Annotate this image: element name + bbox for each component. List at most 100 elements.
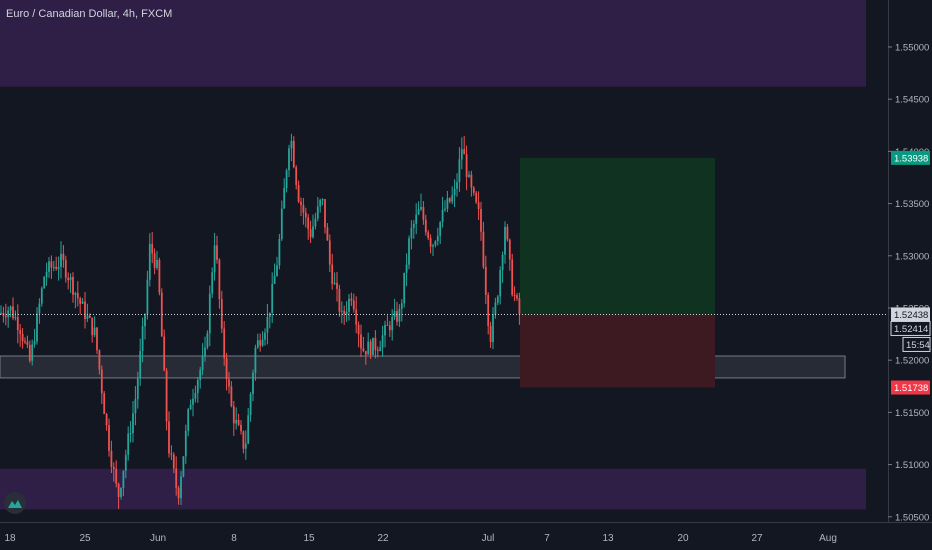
candle-body (388, 325, 391, 331)
candle (429, 234, 432, 254)
candle (458, 147, 461, 192)
candle (271, 272, 274, 323)
candle (484, 255, 487, 305)
candle (132, 400, 134, 443)
x-tick-label: 22 (377, 533, 389, 544)
candle (427, 230, 430, 241)
candle (470, 170, 473, 197)
candle (307, 214, 310, 240)
candle-body (434, 241, 437, 246)
candle-body (19, 330, 22, 334)
candle (129, 420, 132, 443)
candle (204, 336, 206, 362)
candle (19, 324, 22, 347)
candle (316, 197, 319, 222)
candle (182, 456, 185, 478)
candle-body (374, 337, 377, 350)
candle-body (396, 311, 398, 322)
candle-body (218, 259, 221, 300)
candle-body (165, 370, 168, 422)
mountain-icon (8, 500, 22, 508)
candle (338, 284, 341, 317)
candle-body (88, 315, 91, 318)
candle-body (43, 277, 46, 289)
candle (180, 471, 182, 506)
candle (9, 305, 12, 318)
y-tick-label: 1.50500 (895, 512, 929, 523)
candle-body (398, 308, 401, 322)
candle (91, 317, 94, 343)
zones-layer (0, 0, 866, 510)
candle (403, 272, 406, 308)
candle (244, 430, 247, 460)
candle (43, 275, 46, 289)
candle-body (153, 253, 156, 268)
candle (364, 350, 367, 365)
candle-body (364, 351, 367, 355)
candle (261, 331, 264, 347)
candle-body (304, 212, 307, 218)
candle-body (420, 207, 422, 210)
demand-zone (0, 468, 866, 510)
candle (100, 365, 103, 404)
candle-body (343, 310, 346, 315)
candle (506, 223, 509, 242)
candle-body (412, 223, 415, 228)
candle-body (194, 392, 197, 399)
tradingview-logo[interactable] (4, 492, 26, 514)
candle (372, 337, 374, 356)
candle-body (307, 217, 310, 230)
candle-body (69, 276, 72, 281)
candle-body (393, 311, 396, 318)
stop-badge-bg (891, 380, 930, 395)
candle-body (448, 198, 451, 202)
candle (45, 262, 48, 286)
candle (62, 245, 65, 268)
price-axis-bg (888, 0, 932, 550)
candle (480, 201, 482, 241)
candle-body (424, 219, 427, 233)
candle (496, 294, 499, 306)
candle (134, 385, 137, 426)
candle (192, 388, 194, 417)
candle-body (158, 259, 161, 293)
candle-body (379, 347, 382, 351)
candle-body (506, 226, 509, 240)
candle (314, 212, 317, 230)
candle-body (232, 406, 235, 424)
entry-badge-label: 1.52438 (894, 310, 928, 321)
candle-body (357, 324, 360, 335)
candle-body (297, 184, 300, 202)
candle (379, 340, 382, 352)
candle (38, 298, 41, 324)
candle (189, 399, 192, 410)
candle-body (201, 356, 204, 371)
candle (508, 238, 511, 271)
candle-body (40, 288, 43, 304)
candle-body (321, 199, 324, 201)
candle (33, 328, 36, 348)
candle (475, 191, 478, 204)
candle (333, 272, 336, 285)
last-price-badge-bg (890, 320, 931, 336)
candle-body (244, 443, 247, 449)
candle (280, 200, 283, 241)
candle-body (122, 470, 125, 489)
candle-body (0, 312, 2, 314)
candle-body (271, 283, 274, 313)
candle-body (14, 317, 17, 319)
candle (50, 255, 53, 279)
candle-body (230, 386, 233, 407)
candle (230, 381, 233, 408)
candle (511, 253, 514, 297)
candle (139, 338, 142, 386)
loss-zone (520, 314, 715, 388)
candle-body (362, 348, 365, 352)
candle (439, 221, 442, 244)
candle (249, 391, 252, 422)
candle-body (151, 243, 154, 254)
candle-body (168, 421, 170, 454)
